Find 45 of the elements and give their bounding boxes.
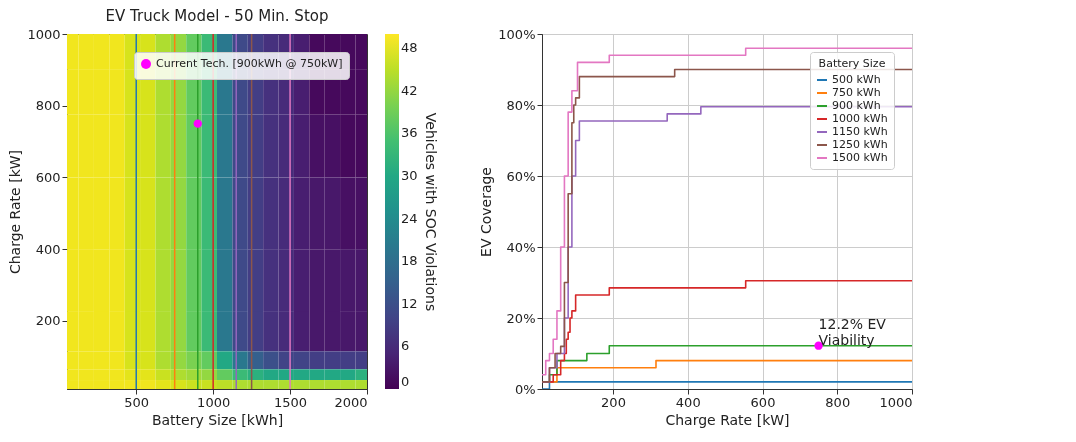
legend-label: 1150 kWh [832, 125, 888, 138]
y-tick-label: 400 [35, 241, 61, 257]
x-tick-label: 1000 [879, 394, 913, 410]
x-tick-label: 500 [124, 394, 150, 410]
x-axis-title: Charge Rate [kW] [665, 411, 790, 428]
color-bar-label: 18 [401, 253, 418, 269]
y-tick-label: 20% [506, 310, 536, 326]
y-tick-label: 40% [506, 239, 536, 255]
legend-label: Current Tech. [900kWh @ 750kW] [156, 57, 343, 70]
color-bar-label: 30 [401, 168, 418, 183]
y-tick-label: 600 [35, 169, 61, 185]
chart-title: EV Truck Model - 50 Min. Stop [105, 7, 329, 25]
legend-label: 500 kWh [832, 73, 881, 86]
color-bar-label: 0 [401, 374, 410, 389]
color-bar-label: 42 [401, 82, 418, 98]
y-tick-label: 100% [498, 26, 536, 42]
color-bar-label: 36 [401, 125, 418, 141]
annotation: 12.2% EV Viability [818, 315, 887, 348]
color-bar-label: 6 [401, 338, 410, 354]
legend-label: 1250 kWh [832, 138, 888, 151]
y-tick-label: 1000 [27, 26, 61, 42]
x-axis-title: Battery Size [kWh] [151, 411, 284, 428]
legend-label: 900 kWh [832, 99, 881, 112]
y-tick-label: 60% [506, 168, 536, 184]
y-axis-title: EV Coverage [478, 167, 495, 257]
y-tick-label: 0% [514, 381, 536, 397]
x-tick-label: 1000 [197, 394, 231, 410]
legend-label: 750 kWh [832, 86, 881, 99]
color-bar-label: 24 [401, 210, 418, 226]
y-tick-label: 80% [506, 97, 536, 113]
legend-title: Battery Size [818, 57, 886, 70]
x-tick-label: 400 [675, 394, 701, 410]
legend-label: 1500 kWh [832, 151, 888, 164]
y-tick-label: 800 [35, 98, 61, 114]
x-tick-label: 2000 [334, 394, 368, 410]
legend-label: 1000 kWh [832, 112, 888, 125]
color-bar-title: Vehicles with SOC Violations [423, 112, 439, 312]
x-tick-label: 800 [825, 394, 851, 410]
y-tick-label: 200 [35, 313, 61, 329]
x-tick-label: 200 [601, 394, 626, 410]
x-tick-label: 1500 [274, 394, 308, 410]
y-axis-title: Charge Rate [kW] [7, 149, 24, 275]
color-bar-label: 48 [401, 40, 418, 56]
color-bar-label: 12 [401, 295, 418, 311]
x-tick-label: 600 [750, 394, 776, 410]
